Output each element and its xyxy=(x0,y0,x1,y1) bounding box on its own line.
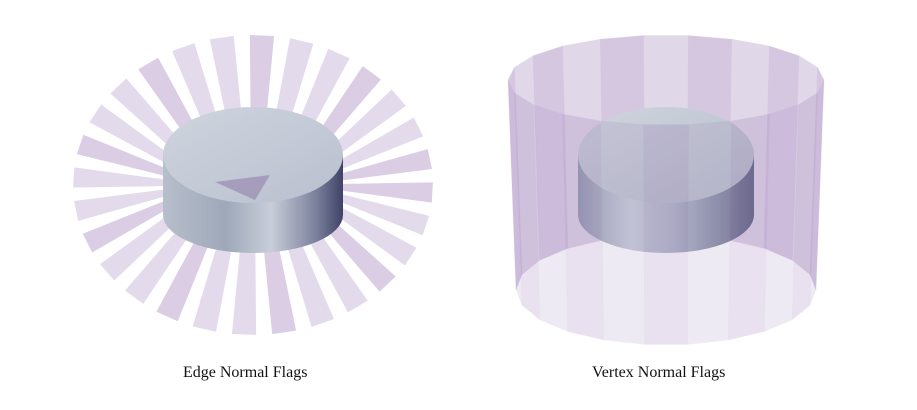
cylinder-disk xyxy=(578,107,754,253)
caption-vertex-normal-flags: Vertex Normal Flags xyxy=(592,364,726,381)
disk-top-face xyxy=(578,107,754,203)
cylinder-disk xyxy=(163,107,343,253)
caption-edge-normal-flags: Edge Normal Flags xyxy=(183,364,308,381)
disk-top-face xyxy=(163,107,343,203)
vertex-normal-flag xyxy=(507,79,523,306)
vertex-normal-flag xyxy=(532,45,569,261)
vertex-normal-flag xyxy=(513,91,541,321)
edge-normal-flag xyxy=(73,167,169,188)
vertex-normal-flag xyxy=(809,79,825,306)
vertex-normal-flag xyxy=(809,67,825,291)
vertex-normal-flag xyxy=(507,67,523,291)
vertex-normal-flag xyxy=(686,120,733,345)
vertex-normal-flag xyxy=(599,120,646,345)
edge-normal-flag xyxy=(328,117,424,173)
edge-normal-flag xyxy=(89,104,182,169)
vertex-normal-flag xyxy=(791,91,819,321)
edge-normal-flag xyxy=(337,182,433,203)
vertex-normal-flag xyxy=(763,103,800,333)
vertex-normal-flag xyxy=(532,103,569,333)
vertex-normal-flag xyxy=(791,54,819,276)
vertex-normal-flag xyxy=(643,124,689,345)
edge-normal-flag xyxy=(332,192,430,236)
edge-normal-flags-render xyxy=(73,35,433,335)
edge-normal-flag xyxy=(82,197,178,253)
vertex-normal-flags-figure: Vertex Normal Flags xyxy=(458,0,917,410)
edge-normal-flag xyxy=(76,134,174,178)
edge-normal-flag xyxy=(74,188,171,221)
edge-normal-flag xyxy=(335,149,432,182)
edge-normal-flag xyxy=(324,201,417,266)
edge-normal-flags-figure: Edge Normal Flags xyxy=(73,35,433,381)
vertex-flags-front-group xyxy=(507,79,825,345)
vertex-normal-flag xyxy=(562,113,605,341)
vertex-normal-flag xyxy=(727,113,770,341)
vertex-normal-flags-render xyxy=(507,35,825,345)
vertex-normal-flag xyxy=(513,54,541,276)
vertex-normal-flag xyxy=(763,45,800,261)
